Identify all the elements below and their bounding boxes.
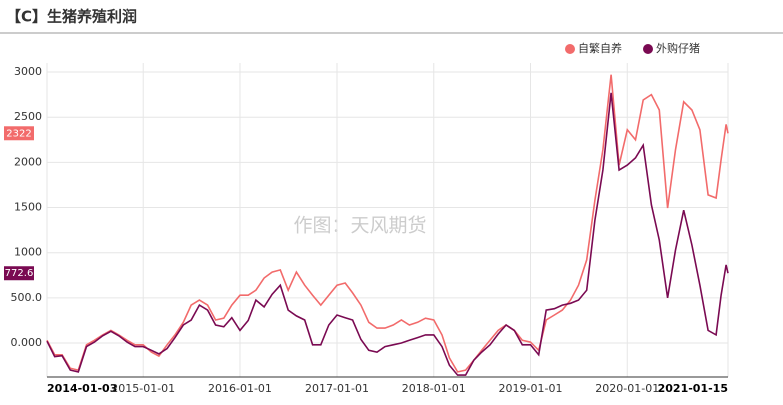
y-tick-label: 1000	[14, 246, 42, 259]
watermark: 作图：天风期货	[293, 215, 426, 237]
x-tick-label: 2019-01-01	[499, 382, 563, 395]
x-tick-label: 2020-01-01	[595, 382, 659, 395]
chart-title: 【C】生猪养殖利润	[6, 8, 137, 26]
legend-label: 自繁自养	[578, 41, 622, 55]
y-tick-label: 1500	[14, 201, 42, 214]
legend-label: 外购仔猪	[656, 41, 700, 55]
x-tick-label: 2017-01-01	[305, 382, 369, 395]
x-tick-label: 2014-01-03	[47, 382, 117, 395]
y-tick-label: 0.000	[11, 336, 43, 349]
legend-marker	[565, 44, 575, 54]
y-tick-label: 3000	[14, 65, 42, 78]
y-tick-label: 2500	[14, 110, 42, 123]
end-label: 772.6	[5, 268, 34, 279]
series-line	[46, 92, 729, 376]
x-tick-label: 2016-01-01	[208, 382, 272, 395]
end-label-bg	[4, 266, 34, 281]
y-tick-label: 2000	[14, 155, 42, 168]
legend-marker	[643, 44, 653, 54]
y-tick-label: 500.0	[11, 291, 43, 304]
x-tick-label: 2015-01-01	[111, 382, 175, 395]
x-tick-label: 2018-01-01	[402, 382, 466, 395]
x-tick-label: 2021-01-15	[658, 382, 728, 395]
end-label-bg	[4, 126, 34, 141]
end-label: 2322	[6, 128, 31, 139]
